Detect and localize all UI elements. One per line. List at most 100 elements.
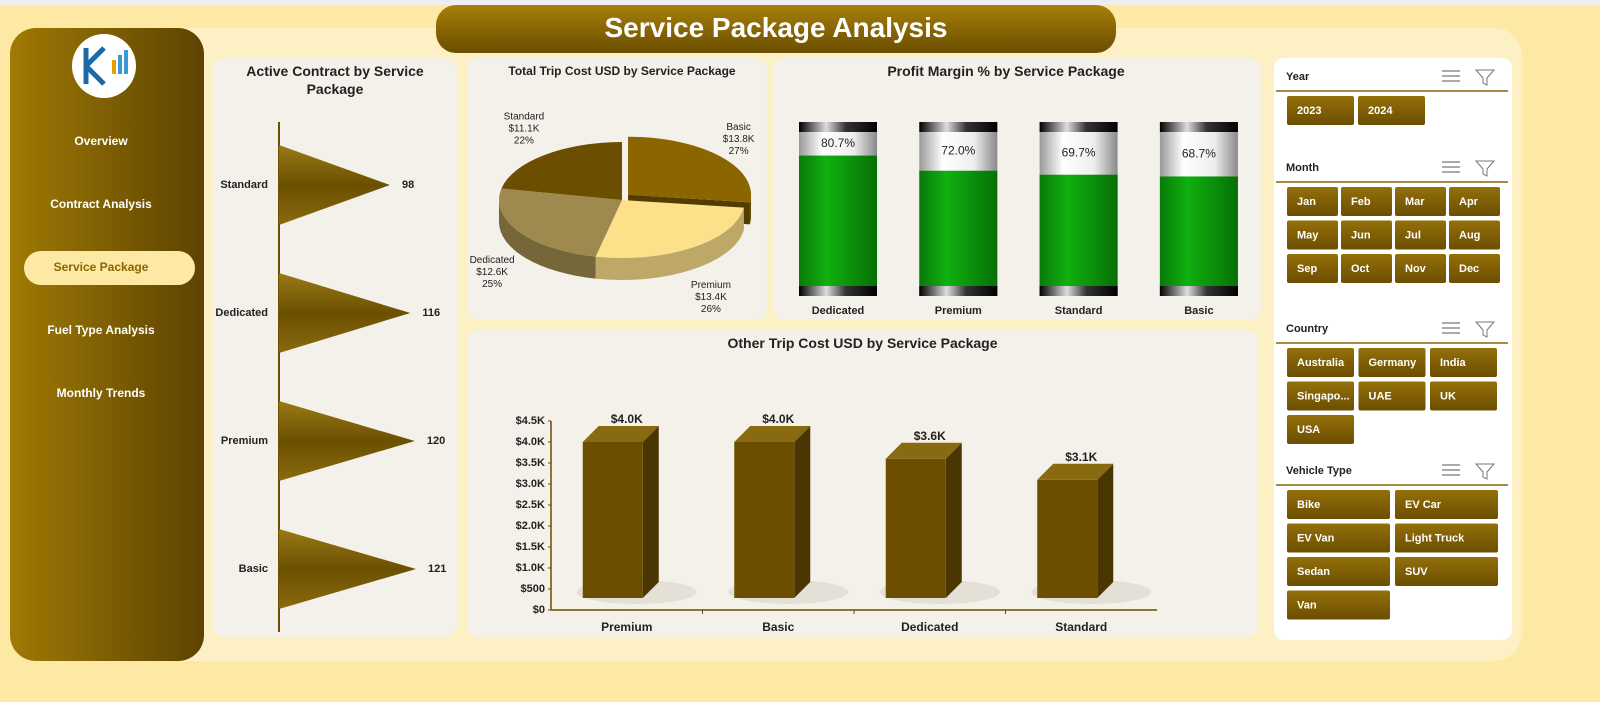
nav-item[interactable]: Overview bbox=[74, 134, 128, 148]
slicer-item[interactable]: Van bbox=[1297, 599, 1317, 611]
panel bbox=[213, 58, 457, 637]
slicer-button[interactable] bbox=[1287, 490, 1390, 519]
slicer-item[interactable]: UAE bbox=[1369, 390, 1392, 402]
slicer-button[interactable] bbox=[1287, 415, 1354, 444]
bar bbox=[885, 458, 946, 598]
bar-side bbox=[794, 426, 811, 598]
slicer-button[interactable] bbox=[1430, 348, 1497, 377]
clear-filter-icon[interactable] bbox=[1474, 463, 1496, 480]
bar bbox=[1037, 479, 1098, 598]
slicer-button[interactable] bbox=[1287, 590, 1390, 620]
pie-slice bbox=[501, 142, 622, 200]
slicer-button[interactable] bbox=[1341, 220, 1392, 250]
slicer-button[interactable] bbox=[1430, 381, 1497, 411]
data-label: 116 bbox=[422, 307, 440, 319]
category-label: Premium bbox=[221, 435, 268, 447]
category-label: Standard bbox=[504, 111, 545, 122]
slicer-item[interactable]: India bbox=[1440, 357, 1467, 369]
slicer-item[interactable]: Singapo... bbox=[1297, 390, 1350, 402]
slicer-item[interactable]: May bbox=[1297, 229, 1319, 241]
clear-filter-icon[interactable] bbox=[1474, 69, 1496, 86]
slicer-item[interactable]: Jul bbox=[1405, 229, 1421, 241]
pie-slice-side bbox=[499, 200, 596, 279]
category-label: Dedicated bbox=[812, 305, 865, 317]
nav-item[interactable]: Service Package bbox=[54, 260, 149, 274]
y-tick-label: $1.5K bbox=[516, 541, 545, 553]
category-label: Premium bbox=[935, 305, 982, 317]
slicer-item[interactable]: Aug bbox=[1459, 229, 1480, 241]
nav-highlight[interactable] bbox=[24, 251, 195, 285]
slicer-button[interactable] bbox=[1287, 254, 1338, 283]
slicer-item[interactable]: Sedan bbox=[1297, 566, 1330, 578]
data-label: 22% bbox=[514, 135, 534, 146]
slicer-item[interactable]: Mar bbox=[1405, 196, 1425, 208]
slicer-item[interactable]: 2024 bbox=[1368, 105, 1393, 117]
slicer-item[interactable]: Sep bbox=[1297, 263, 1317, 275]
slicer-button[interactable] bbox=[1287, 220, 1338, 250]
slicer-item[interactable]: 2023 bbox=[1297, 105, 1321, 117]
cylinder-cap bbox=[919, 122, 998, 132]
y-tick-label: $1.0K bbox=[516, 562, 545, 574]
top-strip bbox=[0, 0, 1600, 5]
title-banner bbox=[436, 5, 1116, 53]
bar-side bbox=[1097, 463, 1114, 598]
clear-filter-icon[interactable] bbox=[1474, 321, 1496, 338]
slicer-button[interactable] bbox=[1287, 96, 1354, 125]
x-tick-label: Dedicated bbox=[901, 620, 958, 634]
nav-item[interactable]: Monthly Trends bbox=[57, 386, 146, 400]
logo-bar bbox=[118, 55, 122, 74]
slicer-item[interactable]: EV Car bbox=[1405, 499, 1442, 511]
slicer-button[interactable] bbox=[1287, 348, 1354, 377]
slicer-item[interactable]: Feb bbox=[1351, 196, 1371, 208]
clear-filter-icon[interactable] bbox=[1474, 160, 1496, 177]
slicer-item[interactable]: Germany bbox=[1369, 357, 1418, 369]
y-tick-label: $3.5K bbox=[516, 457, 545, 469]
cylinder-fill bbox=[1039, 174, 1118, 296]
bar-top bbox=[1037, 463, 1114, 480]
nav-item[interactable]: Contract Analysis bbox=[50, 197, 152, 211]
pie-slice bbox=[628, 136, 752, 203]
slicer-item[interactable]: Australia bbox=[1297, 357, 1345, 369]
slicer-item[interactable]: Dec bbox=[1459, 263, 1479, 275]
slicer-item[interactable]: Oct bbox=[1351, 263, 1370, 275]
logo-bar bbox=[112, 60, 116, 74]
slicer-button[interactable] bbox=[1449, 220, 1500, 250]
slicer-button[interactable] bbox=[1358, 381, 1426, 411]
x-tick-label: Standard bbox=[1055, 620, 1107, 634]
slicer-button[interactable] bbox=[1358, 348, 1426, 377]
logo-bar bbox=[124, 50, 128, 74]
cylinder-cap bbox=[1039, 286, 1118, 296]
slicer-item[interactable]: Apr bbox=[1459, 196, 1479, 208]
nav-item[interactable]: Fuel Type Analysis bbox=[47, 323, 155, 337]
slicer-button[interactable] bbox=[1287, 381, 1354, 411]
logo-mark bbox=[83, 46, 106, 86]
slicer-button[interactable] bbox=[1287, 557, 1390, 586]
slicer-item[interactable]: EV Van bbox=[1297, 532, 1335, 544]
slicer-item[interactable]: Bike bbox=[1297, 499, 1320, 511]
slicer-item[interactable]: Jun bbox=[1351, 229, 1371, 241]
slicer-item[interactable]: Light Truck bbox=[1405, 532, 1465, 544]
slicer-button[interactable] bbox=[1449, 187, 1500, 216]
slicer-button[interactable] bbox=[1341, 254, 1392, 283]
bar-top bbox=[885, 442, 962, 459]
slicer-button[interactable] bbox=[1395, 220, 1446, 250]
slicer-item[interactable]: Nov bbox=[1405, 263, 1427, 275]
slicer-button[interactable] bbox=[1287, 523, 1390, 553]
slicer-button[interactable] bbox=[1341, 187, 1392, 216]
panel bbox=[773, 58, 1261, 320]
slicer-item[interactable]: USA bbox=[1297, 424, 1320, 436]
slicer-button[interactable] bbox=[1358, 96, 1425, 125]
slicer-button[interactable] bbox=[1395, 557, 1498, 586]
bar-top bbox=[734, 426, 811, 442]
cylinder-fill bbox=[919, 170, 998, 296]
slicer-button[interactable] bbox=[1449, 254, 1500, 283]
slicer-item[interactable]: Jan bbox=[1297, 196, 1316, 208]
slicer-button[interactable] bbox=[1395, 187, 1446, 216]
slicer-button[interactable] bbox=[1395, 490, 1498, 519]
slicer-item[interactable]: UK bbox=[1440, 390, 1456, 402]
slicer-button[interactable] bbox=[1395, 523, 1498, 553]
data-label: $3.1K bbox=[1065, 450, 1097, 464]
slicer-item[interactable]: SUV bbox=[1405, 566, 1428, 578]
slicer-button[interactable] bbox=[1395, 254, 1446, 283]
slicer-button[interactable] bbox=[1287, 187, 1338, 216]
